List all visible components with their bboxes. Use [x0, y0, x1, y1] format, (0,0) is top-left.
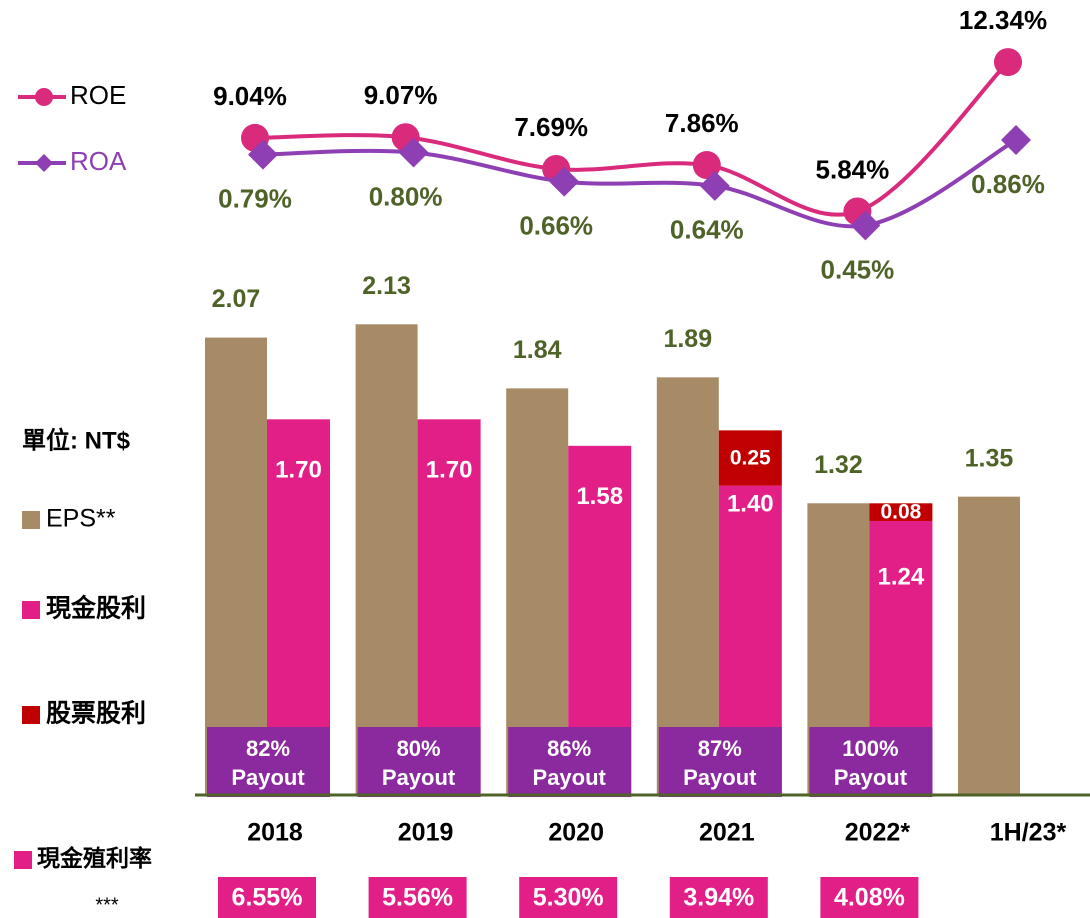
yield-box	[218, 877, 316, 918]
payout-box	[508, 727, 632, 797]
line-value-label: 0.64%	[670, 215, 744, 245]
eps-value-label: 2.07	[212, 285, 261, 313]
legend-swatch	[14, 851, 32, 869]
line-value-label: 0.80%	[369, 181, 443, 211]
legend-label: ROE	[70, 80, 126, 110]
stock-dividend-bar	[718, 430, 782, 486]
yield-label: 5.30%	[533, 884, 604, 912]
eps-bar	[958, 496, 1020, 795]
payout-box	[357, 727, 481, 797]
line-marker	[35, 154, 53, 172]
line-marker	[398, 137, 429, 168]
cash-dividend-label: 1.24	[878, 564, 925, 591]
yield-footnote: ***	[95, 894, 119, 916]
line-value-label: 0.86%	[971, 169, 1045, 199]
line-value-label: 9.07%	[364, 80, 438, 110]
yield-box	[519, 877, 618, 918]
stock-dividend-label: 0.08	[880, 501, 921, 524]
x-tick-label: 2018	[247, 819, 303, 847]
line-marker	[994, 48, 1022, 77]
eps-value-label: 1.32	[814, 451, 863, 479]
legend-swatch	[22, 706, 40, 724]
x-tick-label: 2021	[699, 819, 755, 847]
line-value-label: 9.04%	[213, 81, 287, 111]
stock-dividend-label: 0.25	[730, 447, 771, 470]
payout-value: 82%	[246, 736, 290, 761]
yield-label: 4.08%	[834, 884, 905, 912]
x-tick-label: 2019	[398, 819, 454, 847]
legend-swatch	[22, 601, 40, 619]
payout-value: 87%	[698, 736, 742, 761]
payout-value: 80%	[397, 736, 441, 761]
payout-label: Payout	[683, 765, 757, 790]
eps-value-label: 1.89	[663, 325, 712, 353]
yield-box	[820, 877, 919, 918]
line-value-label: 0.45%	[821, 254, 895, 284]
cash-dividend-label: 1.70	[275, 457, 322, 484]
yield-label: 6.55%	[232, 884, 303, 912]
line-marker	[248, 139, 278, 170]
payout-label: Payout	[231, 765, 305, 790]
line-marker	[850, 210, 881, 241]
line-value-label: 7.69%	[514, 112, 588, 142]
line-marker	[699, 170, 730, 201]
line-value-label: 5.84%	[816, 154, 890, 184]
eps-value-label: 1.84	[513, 336, 562, 364]
payout-value: 100%	[842, 736, 898, 761]
line-marker	[35, 88, 53, 106]
payout-label: Payout	[382, 765, 456, 790]
payout-label: Payout	[533, 765, 607, 790]
legend-label: 股票股利	[46, 700, 146, 728]
line-marker	[549, 166, 580, 197]
yield-box	[669, 877, 768, 918]
line-value-label: 12.34%	[959, 5, 1047, 35]
x-tick-label: 1H/23*	[990, 819, 1067, 847]
payout-box	[809, 727, 933, 797]
cash-dividend-label: 1.70	[426, 457, 473, 484]
x-tick-label: 2020	[548, 819, 604, 847]
payout-value: 86%	[547, 736, 591, 761]
eps-value-label: 1.35	[965, 444, 1014, 472]
cash-dividend-label: 1.58	[576, 483, 623, 510]
eps-bar	[355, 324, 418, 795]
payout-box	[207, 727, 330, 797]
stock-dividend-bar	[869, 503, 933, 521]
line-value-label: 7.86%	[665, 108, 739, 138]
yield-label: 3.94%	[683, 884, 754, 912]
yield-box	[368, 877, 467, 918]
cash-dividend-label: 1.40	[727, 491, 774, 518]
line-value-label: 0.66%	[519, 211, 593, 241]
payout-label: Payout	[834, 765, 908, 790]
legend-label: ROA	[70, 146, 127, 176]
unit-label: 單位: NT$	[22, 426, 131, 454]
x-tick-label: 2022*	[845, 819, 911, 847]
line-marker	[1001, 125, 1031, 155]
legend-label: EPS**	[46, 505, 116, 533]
yield-title: 現金殖利率	[37, 845, 152, 871]
eps-bar	[656, 377, 719, 795]
yield-label: 5.56%	[382, 884, 453, 912]
payout-box	[658, 727, 782, 797]
line	[262, 138, 1017, 229]
legend-swatch	[22, 511, 40, 529]
legend-label: 現金股利	[46, 594, 146, 623]
eps-value-label: 2.13	[362, 272, 411, 300]
eps-bar	[205, 337, 267, 795]
line-value-label: 0.79%	[218, 183, 292, 213]
